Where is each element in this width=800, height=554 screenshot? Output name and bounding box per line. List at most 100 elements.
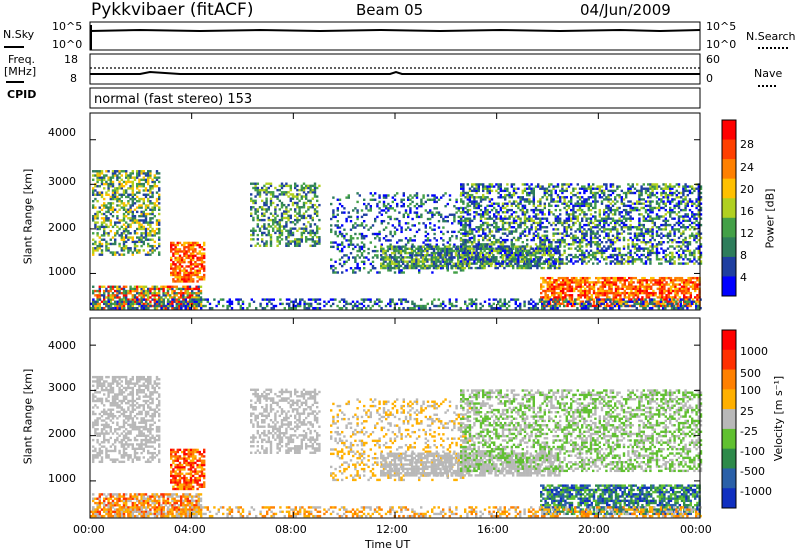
power-cell-1121 [178,250,182,253]
power-cell-4925 [684,202,687,205]
power-cell-3854 [563,234,566,237]
power-cell-1217 [194,250,197,253]
power-cell-4749 [664,213,667,216]
power-cell-4577 [644,204,648,208]
power-cell-2615 [459,256,462,259]
power-cell-1587 [300,231,303,235]
power-cell-1290 [252,201,255,205]
power-cell-2675 [476,266,480,270]
power-cell-1785 [347,245,350,249]
power-cell-2768 [505,264,508,268]
power-cell-144 [107,234,110,237]
power-cell-3877 [565,219,568,223]
power-cell-1352 [263,208,266,211]
power-cell-1807 [352,237,355,240]
power-cell-3397 [508,251,511,255]
power-cell-3105 [475,226,478,229]
power-cell-4022 [581,185,584,188]
power-cell-3494 [519,217,522,220]
power-cell-4881 [680,215,683,218]
power-cell-3779 [554,249,557,252]
power-cell-1531 [291,221,295,224]
power-cell-3508 [521,230,524,233]
power-cell-458 [140,240,143,244]
power-cell-1059 [170,256,173,260]
power-cell-3824 [559,217,562,220]
power-cell-4616 [649,217,652,220]
power-cell-3511 [521,211,524,214]
power-cell-2490 [426,264,429,268]
power-cell-1319 [256,186,259,190]
power-cell-583 [151,212,154,216]
power-cell-3679 [541,234,544,237]
power-cell-344 [127,187,130,190]
power-cell-1003 [186,287,189,291]
power-cell-2931 [551,256,554,259]
power-cell-3359 [504,245,507,248]
power-cell-3956 [574,202,577,205]
power-cell-3443 [512,200,516,203]
power-cell-3084 [473,234,476,237]
power-cell-2059 [407,239,410,242]
power-cell-4958 [688,228,692,231]
power-cell-1871 [365,256,368,259]
power-cell-2500 [428,258,431,261]
power-cell-4864 [677,204,681,208]
power-cell-2235 [446,241,449,244]
power-cell-2547 [439,247,442,251]
power-cell-4059 [585,202,588,205]
power-cell-617 [155,204,159,207]
power-cell-473 [140,185,143,188]
power-cell-4698 [658,208,661,212]
power-cell-2155 [426,217,430,221]
power-cell-1208 [192,243,195,247]
power-cell-4468 [631,191,634,195]
power-cell-1338 [261,208,264,211]
power-cell-3959 [576,260,579,263]
power-cell-4294 [611,234,615,237]
power-cell-3373 [504,189,507,193]
power-cell-2969 [460,211,463,214]
power-cell-2592 [452,262,455,265]
power-cell-1101 [176,258,179,262]
power-cell-4143 [594,202,597,205]
power-cell-2992 [462,189,465,193]
power-cell-139 [105,174,108,177]
power-cell-2536 [437,254,440,257]
power-cell-2435 [410,262,414,265]
power-cell-3931 [572,221,575,225]
power-cell-3046 [468,226,472,229]
power-cell-3983 [578,238,582,242]
power-cell-1885 [369,262,372,266]
power-cell-4738 [664,258,667,261]
power-cell-3109 [475,204,478,208]
power-cell-1142 [183,258,186,262]
power-cell-3098 [475,262,478,265]
power-cell-4483 [633,202,637,205]
power-cell-4009 [581,234,584,237]
power-cell-1698 [318,240,321,243]
power-cell-24 [94,240,97,244]
power-cell-4459 [631,245,634,248]
power-cell-461 [140,234,143,237]
power-cell-4153 [596,249,599,252]
power-cell-756 [120,287,123,291]
power-cell-1770 [343,237,346,240]
power-cell-469 [140,210,143,214]
power-cell-208 [114,232,117,235]
power-cell-1398 [269,197,273,200]
power-cell-3966 [576,219,579,223]
power-cell-2489 [426,266,429,270]
power-cell-4348 [618,253,621,257]
power-cell-1872 [365,234,368,238]
power-cell-2480 [421,249,425,253]
power-cell-3504 [521,247,524,250]
power-cell-1313 [256,214,259,218]
power-cell-440 [138,223,141,226]
power-cell-3565 [528,230,531,233]
power-cell-3606 [532,208,535,212]
power-cell-3425 [510,208,513,212]
power-cell-976 [180,291,183,295]
power-cell-17 [92,187,95,190]
power-cell-3256 [490,189,494,193]
